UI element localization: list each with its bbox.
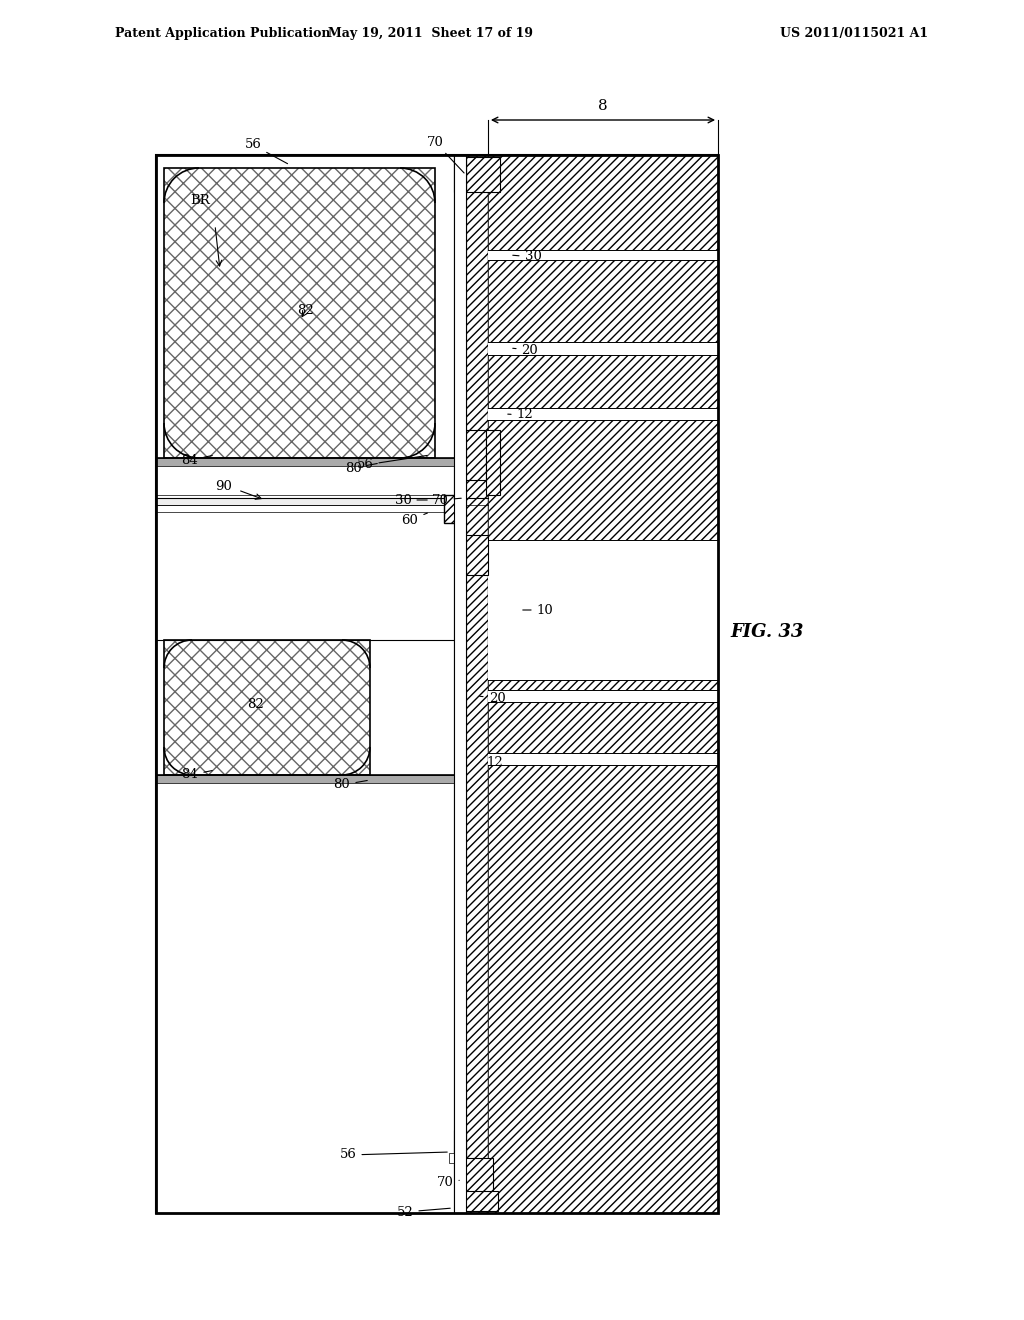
Bar	[444, 495, 462, 523]
Bar	[156, 775, 454, 1213]
Text: May 19, 2011  Sheet 17 of 19: May 19, 2011 Sheet 17 of 19	[328, 26, 532, 40]
Bar	[488, 690, 718, 702]
Text: 12: 12	[508, 408, 534, 421]
Text: 60: 60	[401, 513, 427, 527]
Bar	[466, 430, 486, 480]
Bar	[488, 540, 718, 680]
Text: 20: 20	[480, 692, 506, 705]
Bar	[164, 168, 435, 458]
Bar	[454, 1130, 466, 1158]
Text: 52: 52	[396, 1205, 451, 1218]
Bar	[454, 154, 466, 1213]
Text: 30: 30	[394, 494, 427, 507]
Text: 10: 10	[523, 603, 553, 616]
Bar	[156, 154, 718, 1213]
Bar	[156, 775, 454, 783]
Text: Patent Application Publication: Patent Application Publication	[115, 26, 331, 40]
Text: 20: 20	[513, 343, 539, 356]
Text: 70: 70	[436, 1176, 459, 1188]
Text: 56: 56	[245, 139, 288, 164]
Bar	[164, 640, 370, 775]
Text: 84: 84	[181, 454, 212, 466]
Bar	[156, 458, 454, 466]
Text: 70: 70	[427, 136, 464, 173]
Bar	[466, 154, 488, 1213]
Text: 56: 56	[340, 1148, 447, 1162]
Bar	[164, 640, 370, 775]
Bar	[156, 498, 454, 506]
Bar	[456, 1191, 498, 1210]
Bar	[449, 1152, 466, 1163]
Text: US 2011/0115021 A1: US 2011/0115021 A1	[780, 26, 928, 40]
Text: 12: 12	[480, 755, 504, 768]
Text: 82: 82	[297, 304, 313, 317]
Bar	[164, 168, 435, 458]
Bar	[164, 640, 370, 775]
Bar	[164, 168, 435, 458]
Bar	[156, 154, 718, 1213]
Text: 56: 56	[356, 455, 427, 471]
Bar	[466, 157, 500, 191]
Text: BR: BR	[190, 194, 210, 206]
Text: 90: 90	[216, 479, 232, 492]
Bar	[454, 154, 466, 191]
Bar	[488, 408, 718, 420]
Bar	[488, 342, 718, 355]
Bar	[156, 458, 454, 640]
Text: 70: 70	[431, 494, 461, 507]
Bar	[488, 752, 718, 766]
Text: FIG. 33: FIG. 33	[730, 623, 804, 642]
Bar	[466, 535, 488, 576]
Text: 8: 8	[598, 99, 608, 114]
Text: 80: 80	[334, 779, 368, 792]
Bar	[461, 1158, 493, 1193]
Bar	[488, 249, 718, 260]
Bar	[454, 154, 466, 1213]
Bar	[486, 430, 500, 495]
Bar	[488, 154, 718, 1213]
Text: 82: 82	[247, 698, 263, 711]
Text: 30: 30	[513, 251, 542, 264]
Text: 80: 80	[345, 462, 377, 474]
Text: 84: 84	[181, 768, 212, 781]
